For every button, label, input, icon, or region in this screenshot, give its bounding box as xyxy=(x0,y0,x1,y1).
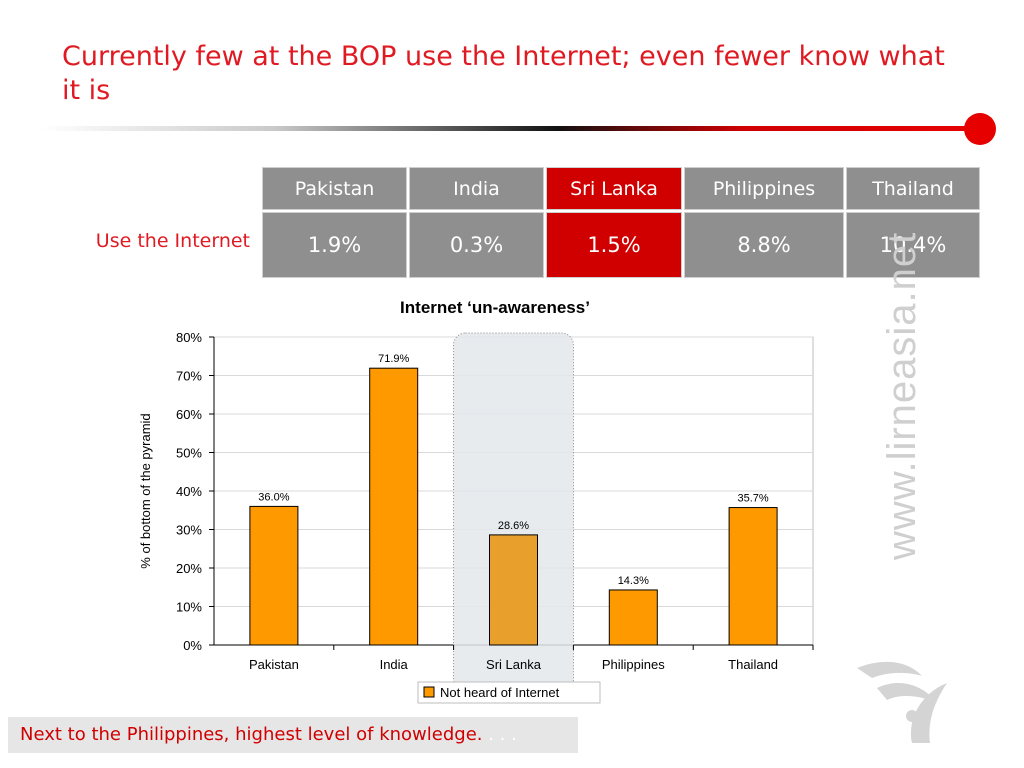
legend-swatch xyxy=(423,686,435,698)
y-tick-label: 0% xyxy=(183,638,202,653)
watermark-url: www.lirneasia.net xyxy=(880,231,924,560)
bar xyxy=(608,589,658,646)
bar xyxy=(489,534,538,646)
legend-box xyxy=(417,681,601,704)
table-value-cell: 8.8% xyxy=(684,212,844,278)
footer-note: Next to the Philippines, highest level o… xyxy=(8,717,578,753)
table-value-cell: 0.3% xyxy=(409,212,544,278)
legend-label: Not heard of Internet xyxy=(440,685,560,700)
y-tick-label: 80% xyxy=(176,330,202,345)
y-tick-label: 50% xyxy=(176,446,202,461)
footer-text: Next to the Philippines, highest level o… xyxy=(20,724,483,745)
y-tick-label: 70% xyxy=(176,369,202,384)
table-header-cell: Pakistan xyxy=(262,167,407,210)
y-tick-label: 40% xyxy=(176,484,202,499)
title-rule xyxy=(40,126,980,131)
footer-dots: . . . xyxy=(488,724,517,745)
x-tick-label: Philippines xyxy=(602,657,665,672)
lirneasia-logo-icon xyxy=(857,661,947,743)
data-label: 35.7% xyxy=(737,493,768,505)
x-tick-label: Sri Lanka xyxy=(486,657,542,672)
data-label: 71.9% xyxy=(378,353,409,365)
title-rule-dot xyxy=(964,113,996,145)
highlight-band xyxy=(453,332,574,692)
x-tick-label: Pakistan xyxy=(249,657,299,672)
y-tick-label: 10% xyxy=(176,600,202,615)
table-value-cell: 1.5% xyxy=(546,212,682,278)
bar xyxy=(728,507,778,646)
table-row-label: Use the Internet xyxy=(95,230,250,252)
data-label: 14.3% xyxy=(618,575,649,587)
table-value-cell: 1.9% xyxy=(262,212,407,278)
chart-title: Internet ‘un-awareness’ xyxy=(400,298,590,317)
table-value-cell: 10.4% xyxy=(846,212,980,278)
x-tick-label: India xyxy=(380,657,409,672)
x-tick-label: Thailand xyxy=(728,657,778,672)
table-header-cell: Sri Lanka xyxy=(546,167,682,210)
data-label: 28.6% xyxy=(498,520,529,532)
y-tick-label: 30% xyxy=(176,523,202,538)
table-header-cell: Thailand xyxy=(846,167,980,210)
table-header-cell: Philippines xyxy=(684,167,844,210)
table-header-cell: India xyxy=(409,167,544,210)
slide-title: Currently few at the BOP use the Interne… xyxy=(62,41,945,106)
bar xyxy=(249,505,299,646)
y-axis-label: % of bottom of the pyramid xyxy=(138,413,153,568)
bar xyxy=(369,367,419,646)
y-tick-label: 60% xyxy=(176,407,202,422)
y-tick-label: 20% xyxy=(176,561,202,576)
data-label: 36.0% xyxy=(258,491,289,503)
